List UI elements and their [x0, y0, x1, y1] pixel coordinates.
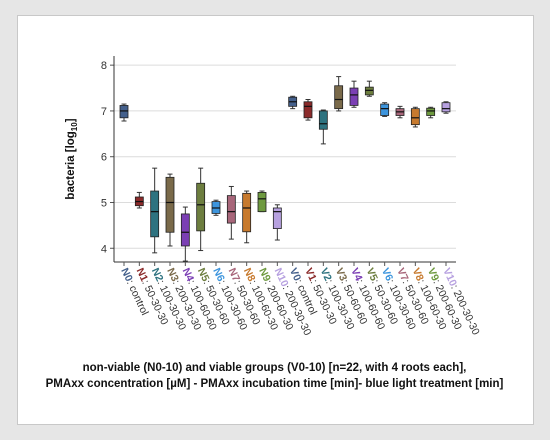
- box-iqr: [150, 190, 160, 238]
- box-N8: [242, 190, 252, 266]
- x-tick-label-code: N7: [226, 266, 243, 283]
- x-tick-label-code: N3: [164, 266, 181, 283]
- x-tick-label-code: N4: [180, 266, 197, 283]
- box-iqr: [165, 176, 175, 233]
- figure-frame: 4 5 6 7 8 bacteria [log10] N0: control N1: 50-3…: [17, 15, 534, 425]
- box-iqr: [349, 87, 359, 106]
- x-tick-label-code: N2: [149, 266, 166, 283]
- x-tick-label-code: V7: [394, 266, 410, 283]
- y-tick-label: 5: [101, 197, 107, 209]
- x-tick-label-code: V2: [318, 266, 334, 283]
- caption-line-2: PMAxx concentration [µM] - PMAxx incubat…: [45, 378, 504, 390]
- box-V2: [318, 109, 328, 266]
- box-V5: [364, 80, 374, 266]
- box-N6: [211, 199, 221, 266]
- box-V0: [288, 95, 298, 266]
- box-iqr: [364, 86, 374, 96]
- box-iqr: [380, 103, 390, 116]
- x-tick-label-code: N6: [210, 266, 227, 283]
- box-V10: [441, 101, 451, 266]
- y-axis-title-main: bacteria [log: [65, 131, 77, 199]
- x-tick-label-code: V5: [364, 266, 380, 283]
- box-N5: [196, 167, 206, 266]
- x-tick-label-code: V9: [425, 266, 441, 283]
- box-iqr: [318, 110, 328, 130]
- x-tick-label-code: N5: [195, 266, 212, 283]
- box-V1: [303, 98, 313, 266]
- box-iqr: [119, 105, 129, 119]
- box-iqr: [303, 101, 313, 119]
- x-tick-label-code: V3: [333, 266, 349, 283]
- box-iqr: [180, 213, 190, 247]
- y-tick-label: 4: [101, 243, 107, 255]
- box-iqr: [441, 102, 451, 113]
- x-tick-label-code: V8: [410, 266, 426, 283]
- x-tick-label-code: V4: [348, 266, 364, 283]
- box-V8: [410, 106, 420, 266]
- box-iqr: [334, 85, 344, 110]
- box-N3: [165, 173, 175, 266]
- y-axis-title: bacteria [log10]: [65, 118, 79, 199]
- box-iqr: [410, 108, 420, 126]
- x-tick-label-code: V0: [287, 266, 303, 283]
- box-V3: [334, 76, 344, 266]
- box-V9: [426, 106, 436, 266]
- box-N9: [257, 190, 267, 266]
- x-tick-label-code: N0: [118, 266, 135, 283]
- y-tick-label: 6: [101, 152, 107, 164]
- box-V7: [395, 105, 405, 266]
- x-tick-label-code: V1: [302, 266, 318, 283]
- y-tick-label: 8: [101, 60, 107, 72]
- caption-line-1: non-viable (N0-10) and viable groups (V0…: [82, 362, 467, 374]
- y-tick-label: 7: [101, 106, 107, 118]
- x-tick-label-code: N9: [256, 266, 273, 283]
- box-N7: [226, 185, 236, 266]
- plot-area: [114, 56, 456, 262]
- box-iqr: [272, 207, 282, 229]
- box-iqr: [226, 195, 236, 224]
- box-N2: [150, 167, 160, 266]
- box-N4: [180, 206, 190, 266]
- box-iqr: [257, 192, 267, 213]
- y-axis-title-end: ]: [65, 118, 77, 122]
- box-iqr: [426, 107, 436, 116]
- x-tick-label-code: V6: [379, 266, 395, 283]
- box-N10: [272, 204, 282, 266]
- box-V6: [380, 102, 390, 266]
- x-tick-label-code: N1: [134, 266, 151, 283]
- box-N0: [119, 103, 129, 266]
- y-axis-title-subscript: 10: [70, 122, 79, 131]
- box-iqr: [196, 182, 206, 232]
- box-iqr: [242, 192, 252, 233]
- x-tick-label-code: N8: [241, 266, 258, 283]
- box-N1: [134, 191, 144, 266]
- box-V4: [349, 80, 359, 266]
